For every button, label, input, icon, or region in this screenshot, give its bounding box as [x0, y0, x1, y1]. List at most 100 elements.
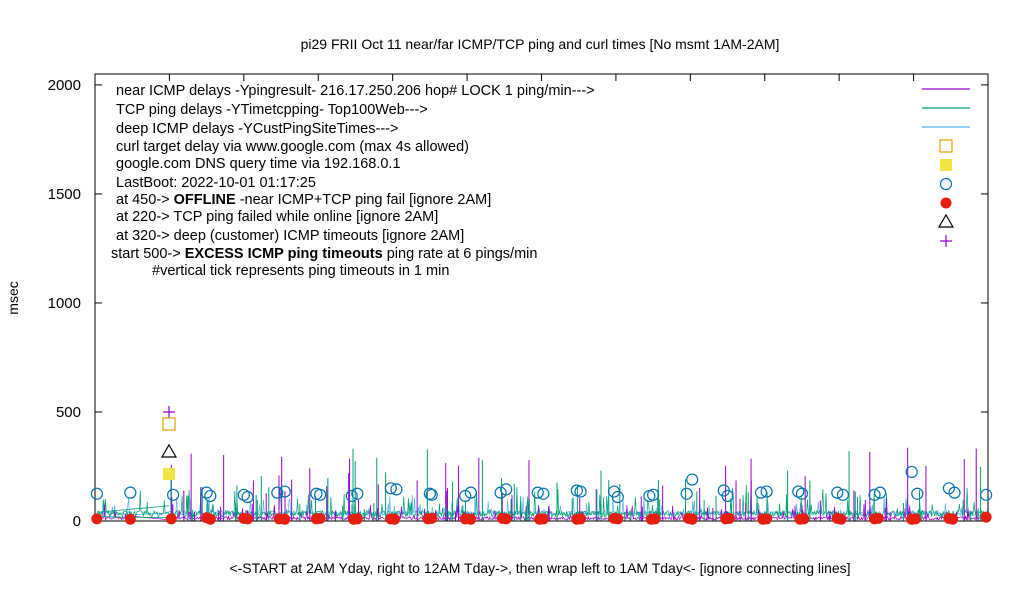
annotation-line: at 320-> deep (customer) ICMP timeouts [… [116, 228, 464, 244]
data-point [124, 486, 137, 499]
data-point [345, 489, 358, 503]
y-tick-label: 1500 [48, 186, 81, 203]
annotation-line: at 220-> TCP ping failed while online [i… [116, 209, 438, 225]
data-point [948, 486, 961, 499]
data-point [204, 513, 216, 525]
data-point [279, 513, 291, 525]
data-point [389, 513, 401, 525]
legend-marker [939, 177, 953, 191]
y-axis-label: msec [5, 281, 21, 314]
data-point [91, 513, 103, 525]
data-point [351, 487, 364, 500]
data-point [872, 512, 884, 524]
annotation-text: OFFLINE [174, 192, 236, 208]
data-point [124, 513, 136, 525]
data-point [611, 490, 624, 504]
annotation-text: at 320-> deep (customer) ICMP timeouts [… [116, 228, 464, 244]
annotation-line: TCP ping delays -YTimetcpping- Top100Web… [116, 102, 428, 118]
legend-marker [937, 213, 955, 228]
data-point [574, 485, 587, 498]
data-point [423, 487, 436, 500]
chart-title: pi29 FRII Oct 11 near/far ICMP/TCP ping … [301, 36, 780, 52]
data-point [868, 488, 881, 501]
annotation-text: EXCESS ICMP ping timeouts [185, 246, 383, 262]
annotation-text: -near ICMP+TCP ping fail [ignore 2AM] [236, 192, 492, 208]
data-point [686, 473, 699, 486]
annotation-text: start 500-> [111, 246, 185, 262]
y-tick-label: 0 [73, 513, 81, 530]
annotation-line: curl target delay via www.google.com (ma… [116, 139, 469, 155]
annotation-text: near ICMP delays -Ypingresult- 216.17.25… [116, 83, 595, 99]
y-tick-label: 1000 [48, 295, 81, 312]
data-point [167, 488, 180, 501]
data-point [531, 486, 544, 499]
data-point [500, 513, 512, 525]
marker-label-symbol [162, 417, 176, 431]
annotation-text: google.com DNS query time via 192.168.0.… [116, 156, 401, 172]
annotation-line: google.com DNS query time via 192.168.0.… [116, 156, 401, 172]
marker-labels [160, 406, 178, 480]
annotation-text: curl target delay via www.google.com (ma… [116, 139, 469, 155]
data-point [500, 483, 513, 496]
data-point [384, 482, 397, 495]
annotation-text: #vertical tick represents ping timeouts … [152, 263, 449, 279]
data-point [241, 490, 254, 504]
data-point [426, 512, 438, 524]
annotation-block: near ICMP delays -Ypingresult- 216.17.25… [111, 83, 595, 279]
data-point [649, 513, 661, 525]
data-point [980, 488, 993, 501]
data-point [905, 465, 918, 479]
marker-label-symbol [163, 468, 175, 480]
data-point [911, 487, 924, 500]
annotation-line: deep ICMP delays -YCustPingSiteTimes---> [116, 121, 398, 137]
annotation-text: at 220-> TCP ping failed while online [i… [116, 209, 438, 225]
annotation-line: LastBoot: 2022-10-01 01:17:25 [116, 175, 316, 191]
legend-marker [940, 197, 952, 209]
annotation-text: ping rate at 6 pings/min [383, 246, 538, 262]
legend [922, 88, 970, 247]
annotation-text: deep ICMP delays -YCustPingSiteTimes---> [116, 121, 398, 137]
y-tick-label: 2000 [48, 77, 81, 94]
data-point [980, 511, 992, 523]
x-axis-label: <-START at 2AM Yday, right to 12AM Tday-… [229, 560, 850, 576]
y-tick-label: 500 [56, 404, 81, 421]
data-point [314, 512, 326, 524]
data-point [947, 513, 959, 525]
data-point [271, 486, 284, 499]
marker-label-symbol [163, 406, 175, 418]
annotation-text: at 450-> [116, 192, 174, 208]
legend-marker [940, 159, 952, 171]
data-point [873, 486, 887, 499]
data-point [836, 488, 849, 501]
data-point [612, 513, 624, 525]
data-point [537, 487, 550, 500]
data-point [686, 513, 698, 525]
data-point [575, 513, 587, 525]
data-point [761, 513, 773, 525]
data-point [165, 513, 177, 525]
annotation-line: near ICMP delays -Ypingresult- 216.17.25… [116, 83, 595, 99]
data-point [680, 487, 693, 500]
data-point [537, 513, 549, 525]
annotation-text: TCP ping delays -YTimetcpping- Top100Web… [116, 102, 428, 118]
data-point [798, 513, 810, 525]
data-point [465, 513, 477, 525]
legend-marker [940, 235, 952, 247]
series-line-traces [96, 447, 989, 522]
annotation-line: start 500-> EXCESS ICMP ping timeouts pi… [111, 246, 537, 262]
data-point [464, 486, 477, 499]
data-point [721, 489, 734, 503]
data-point [278, 485, 291, 498]
data-point [909, 513, 921, 525]
annotation-text: LastBoot: 2022-10-01 01:17:25 [116, 175, 316, 191]
data-point [425, 488, 438, 501]
data-point [90, 487, 103, 500]
annotation-line: at 450-> OFFLINE -near ICMP+TCP ping fai… [116, 192, 491, 208]
data-point [754, 486, 768, 499]
legend-marker [939, 139, 953, 153]
data-point [242, 513, 254, 525]
data-point [314, 488, 327, 501]
marker-label-symbol [160, 443, 178, 458]
data-point [723, 512, 735, 524]
